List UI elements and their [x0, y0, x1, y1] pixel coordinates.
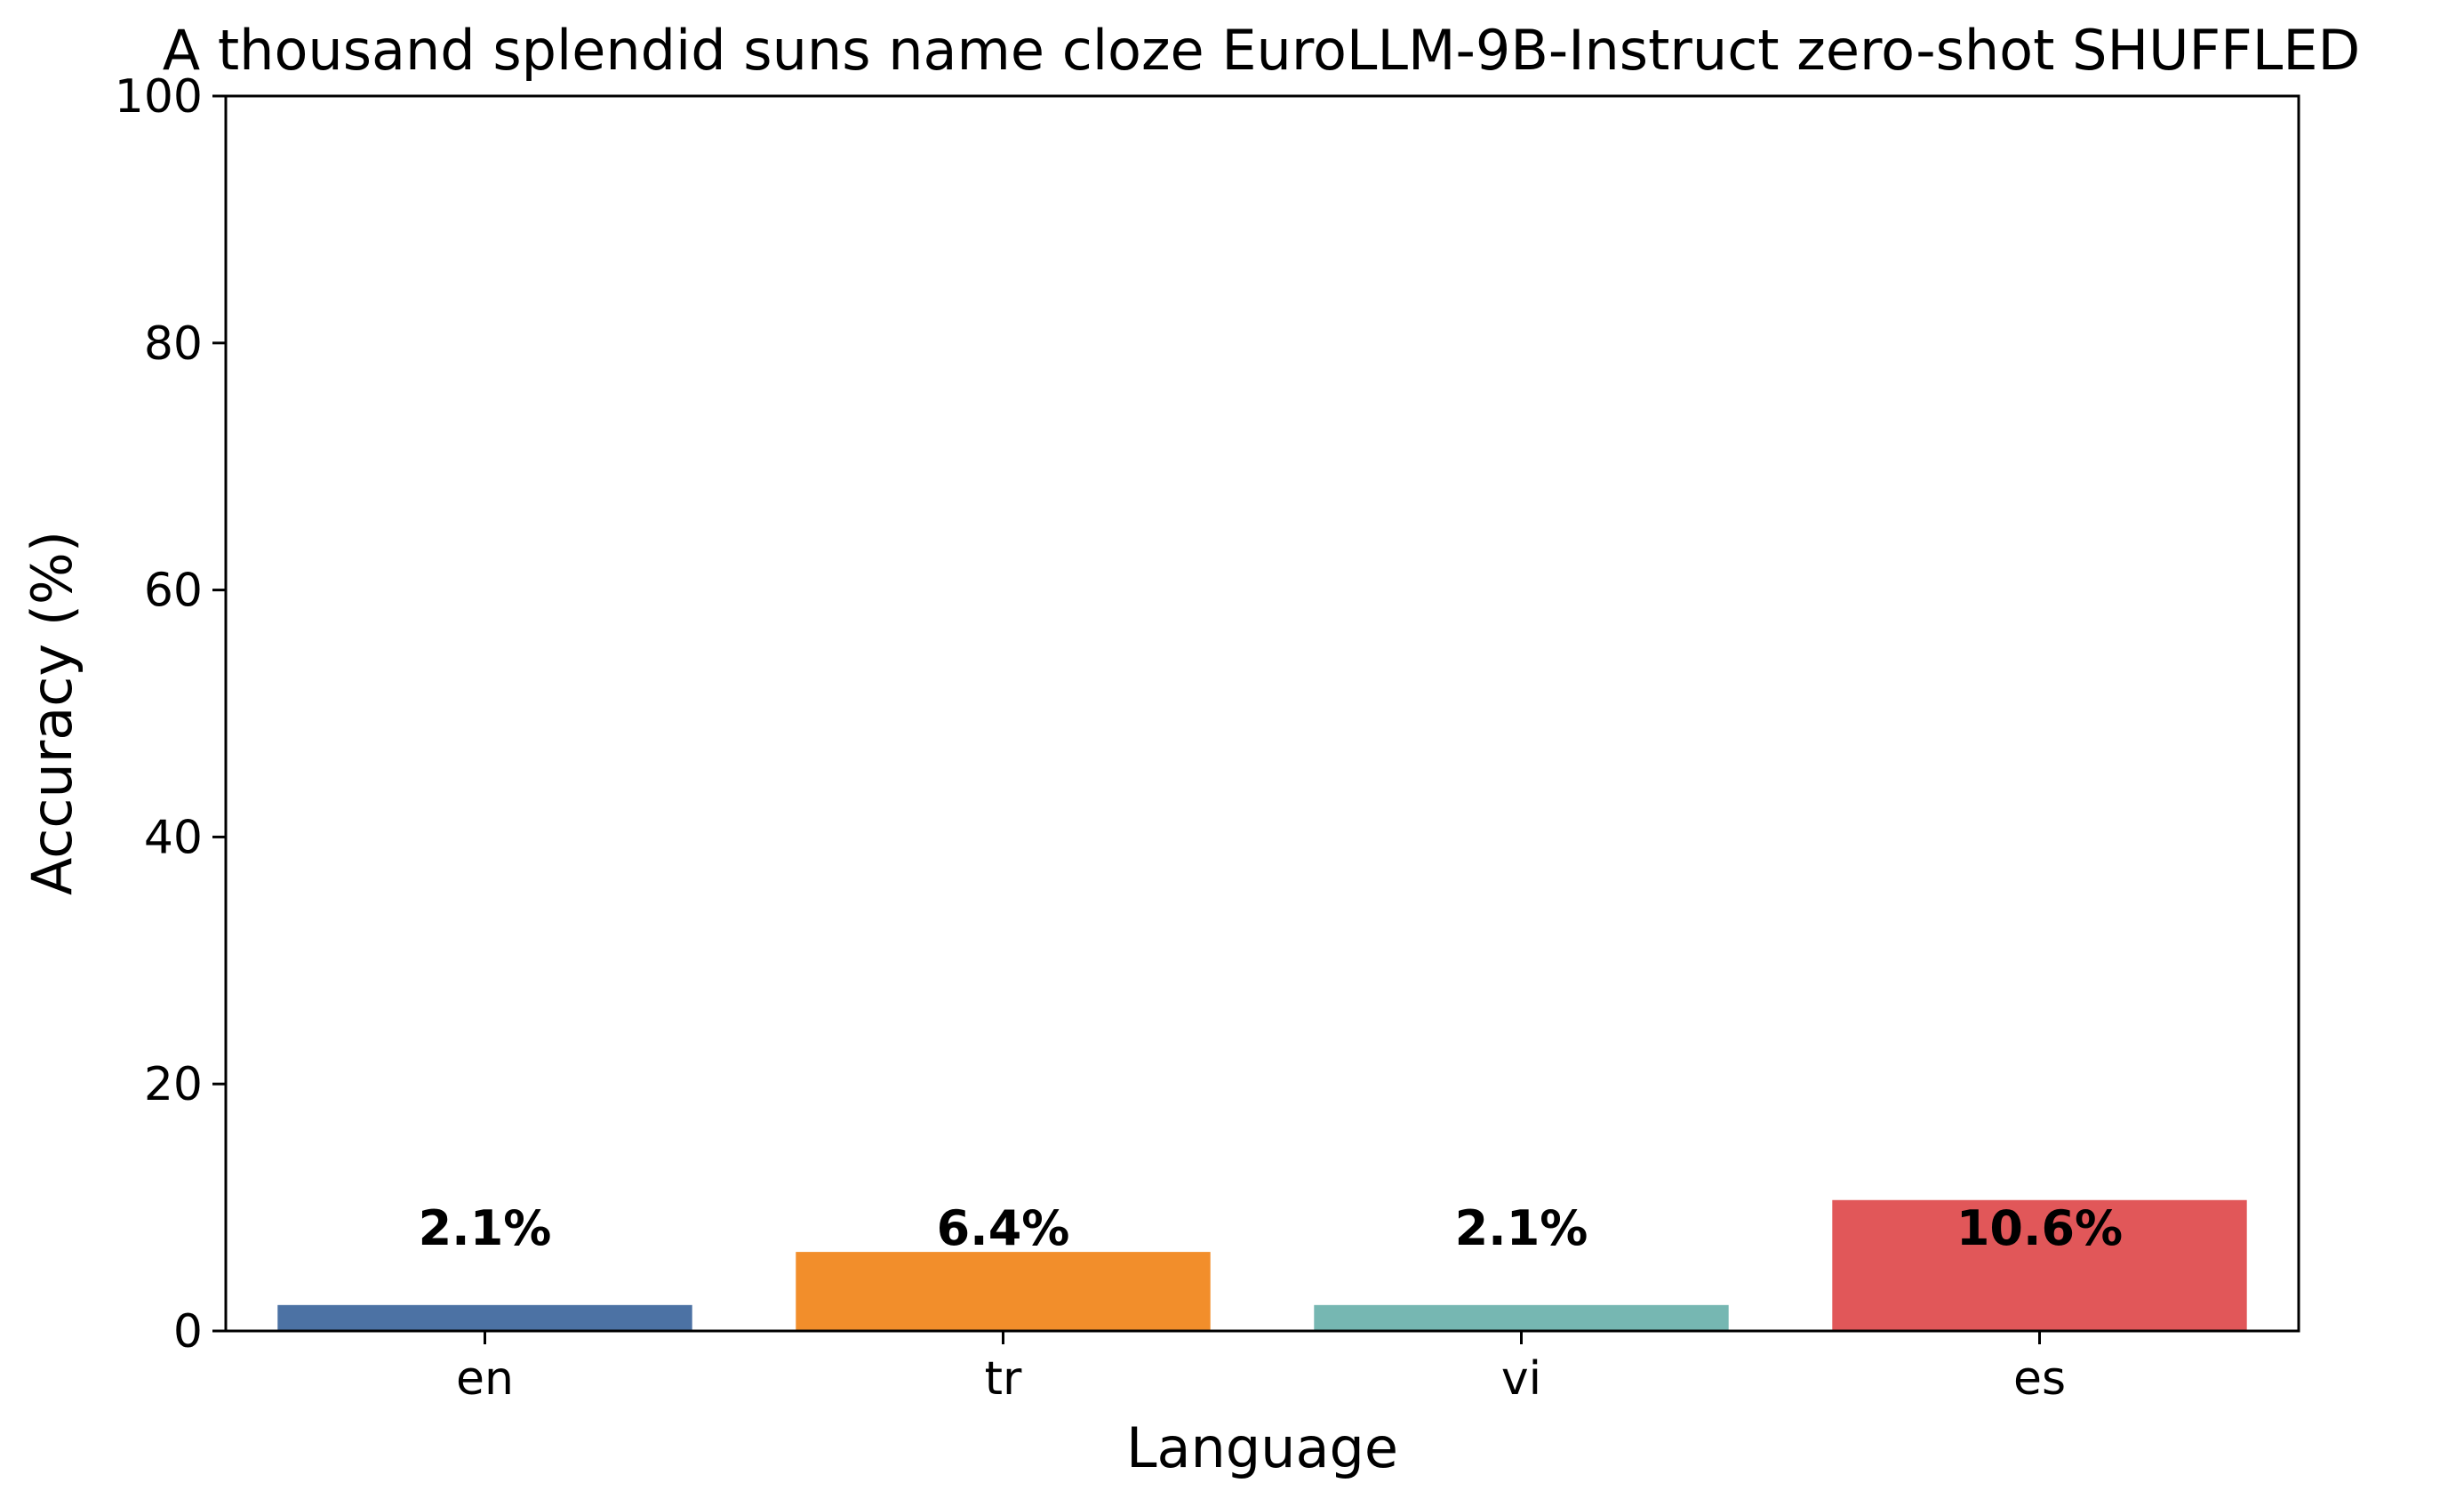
- bar-vi: [1314, 1304, 1729, 1331]
- y-axis-ticks: 0 20 40 60 80 100: [115, 70, 226, 1359]
- data-label-es: 10.6%: [1956, 1200, 2123, 1256]
- x-tick-label-vi: vi: [1501, 1352, 1541, 1406]
- y-tick-label: 60: [144, 565, 203, 618]
- plot-frame: [224, 94, 2300, 1333]
- x-tick-label-es: es: [2013, 1352, 2066, 1406]
- data-labels-group: 2.1% 6.4% 2.1% 10.6%: [419, 1200, 2124, 1256]
- y-axis-label: Accuracy (%): [20, 531, 84, 895]
- bar-es: [1832, 1199, 2247, 1331]
- bars-group: [277, 1199, 2247, 1331]
- chart-title: A thousand splendid suns name cloze Euro…: [163, 18, 2361, 83]
- y-tick-label: 100: [115, 70, 203, 124]
- y-tick-label: 20: [144, 1058, 203, 1111]
- x-tick-label-tr: tr: [985, 1352, 1022, 1406]
- x-axis-ticks: en tr vi es: [456, 1331, 2066, 1406]
- y-tick-label: 80: [144, 317, 203, 371]
- bar-en: [277, 1304, 692, 1331]
- data-label-tr: 6.4%: [937, 1200, 1070, 1256]
- y-tick-label: 0: [173, 1305, 203, 1359]
- data-label-en: 2.1%: [419, 1200, 552, 1256]
- data-label-vi: 2.1%: [1455, 1200, 1588, 1256]
- x-tick-label-en: en: [456, 1352, 514, 1406]
- x-axis-label: Language: [1126, 1415, 1398, 1480]
- bar-tr: [796, 1252, 1211, 1331]
- y-tick-label: 40: [144, 811, 203, 864]
